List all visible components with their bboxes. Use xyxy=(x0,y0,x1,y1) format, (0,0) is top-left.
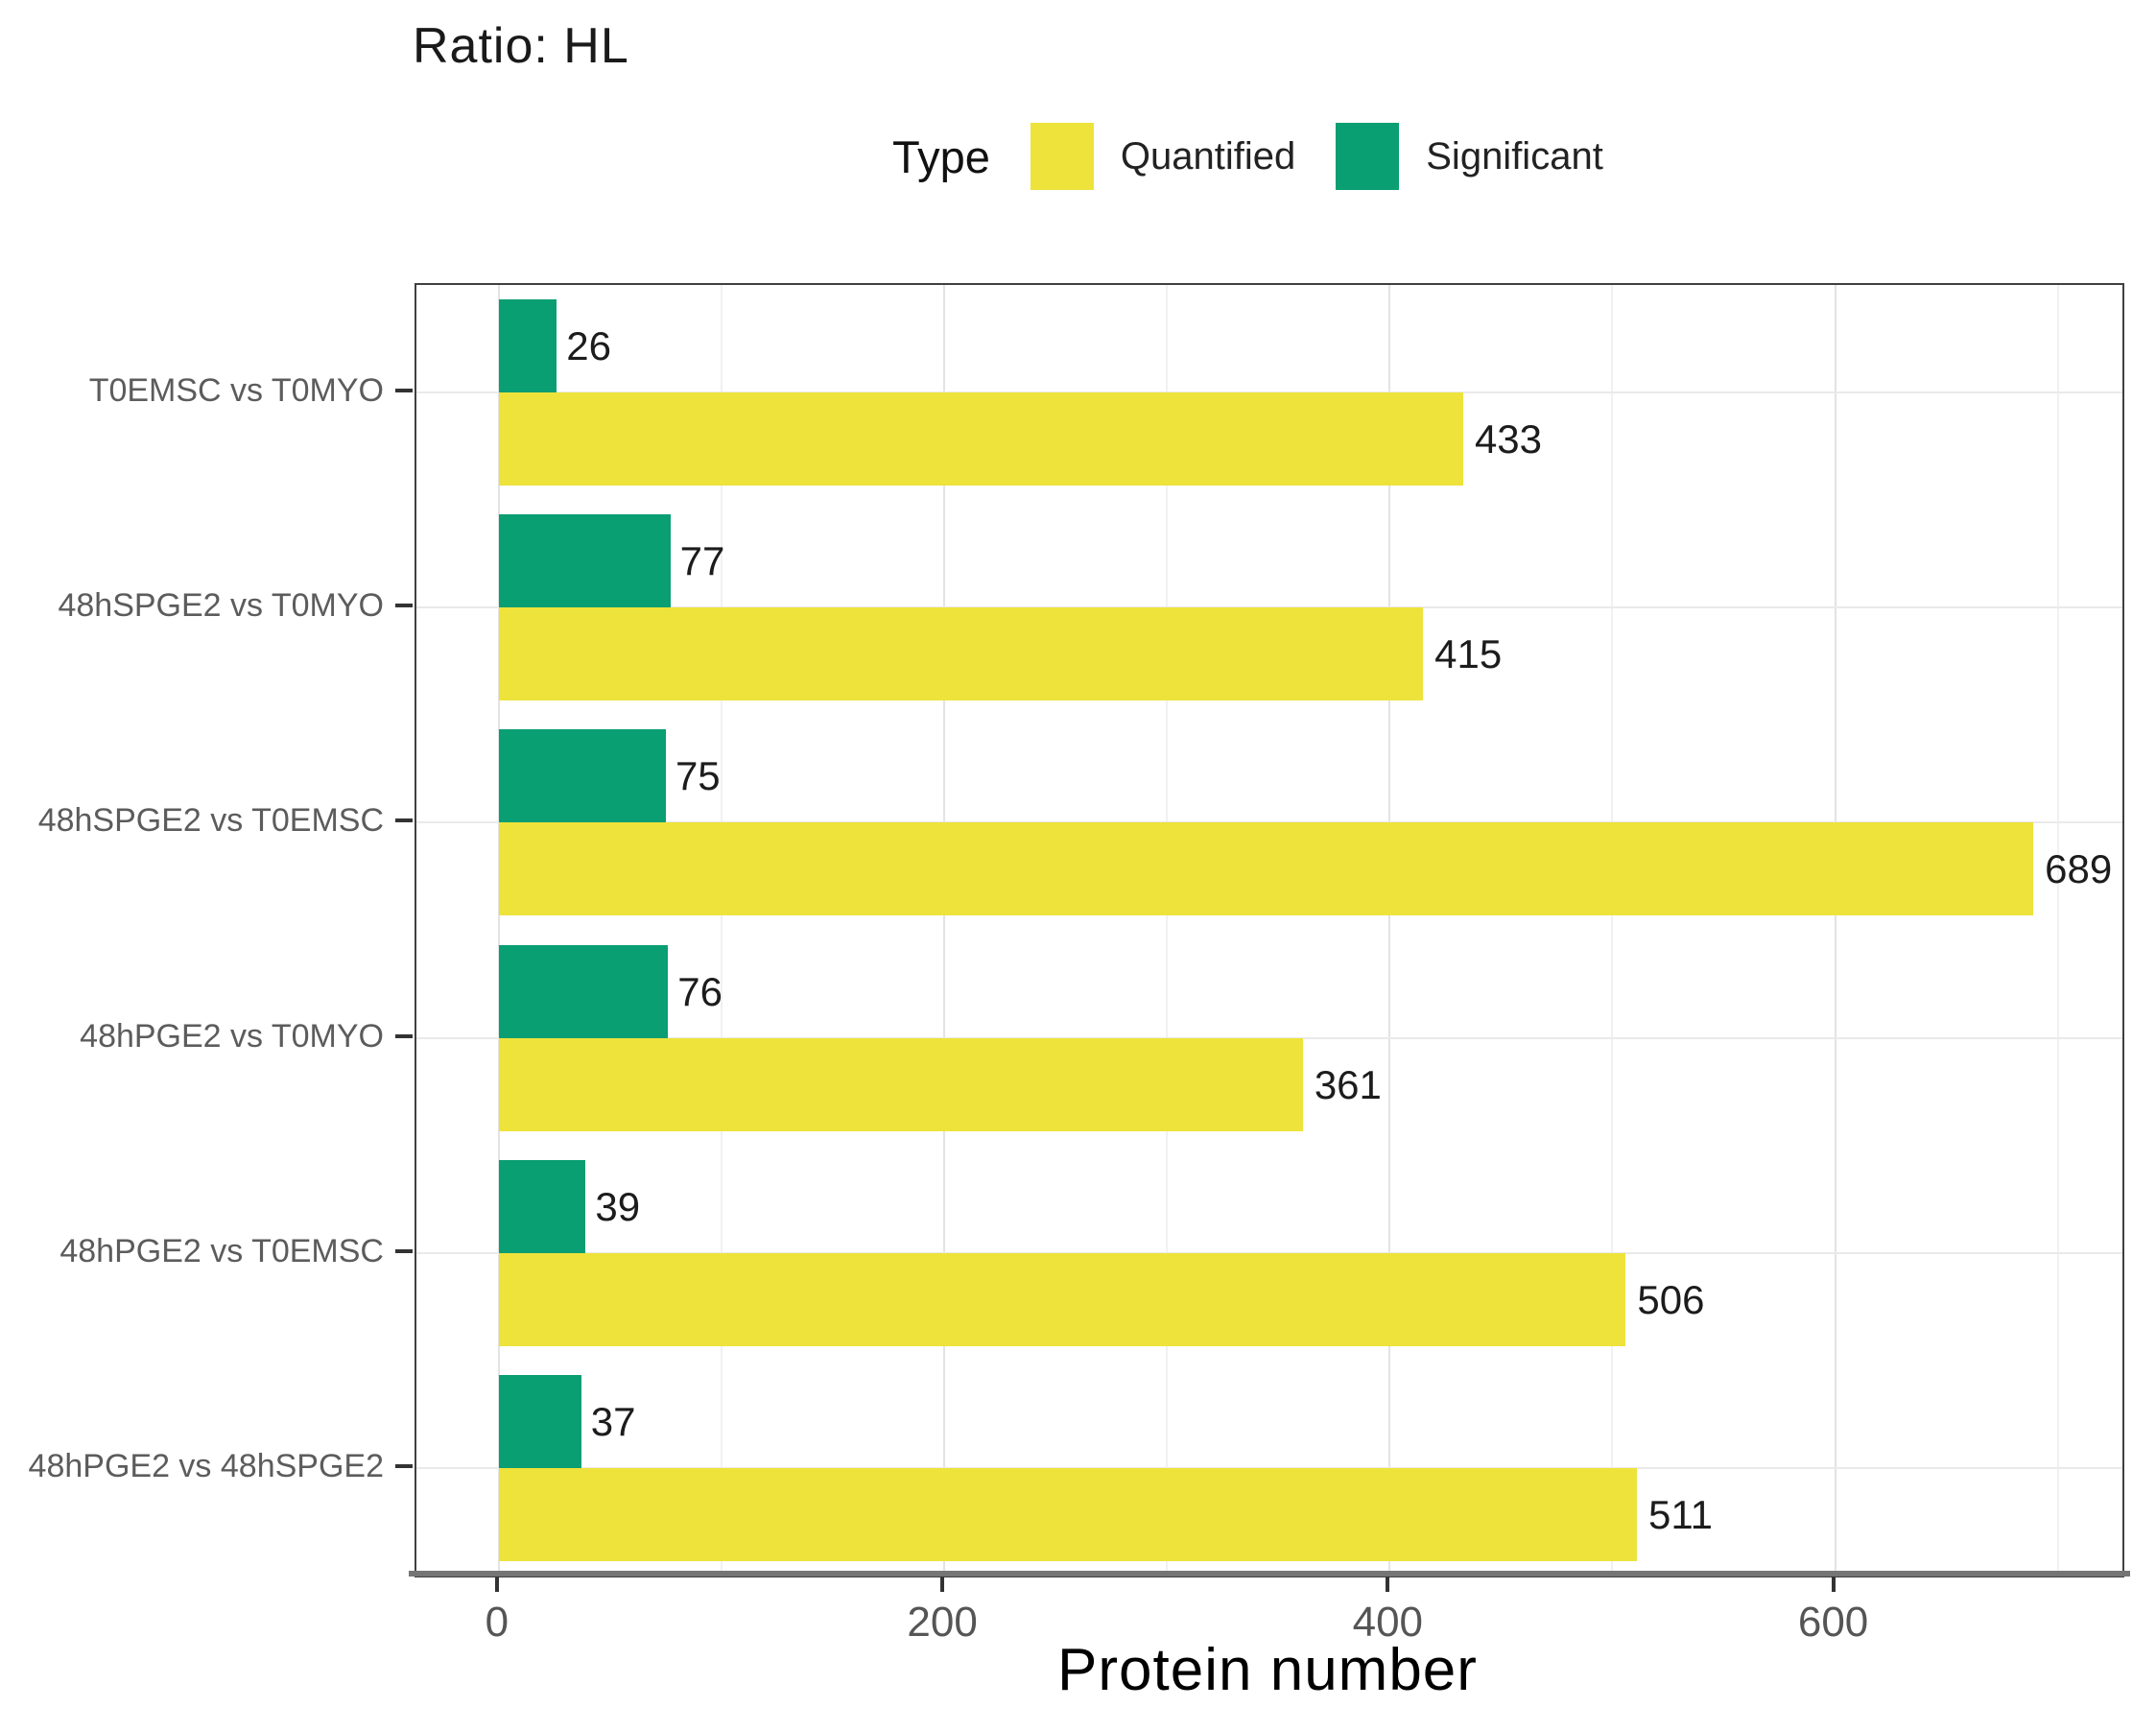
y-axis-label: 48hPGE2 vs T0MYO xyxy=(80,1017,384,1055)
x-axis-tick-label: 0 xyxy=(485,1599,509,1646)
chart-title: Ratio: HL xyxy=(413,18,629,74)
y-axis-tick xyxy=(395,389,413,393)
bar-quantified xyxy=(498,1252,1626,1346)
bar-value-label: 433 xyxy=(1474,416,1543,462)
legend: Type Quantified Significant xyxy=(892,123,1603,190)
legend-label-significant: Significant xyxy=(1426,134,1603,178)
bar-quantified xyxy=(498,607,1424,701)
bar-value-label: 689 xyxy=(2045,846,2113,892)
bar-value-label: 76 xyxy=(677,968,723,1014)
bar-quantified xyxy=(498,392,1463,486)
x-axis-line xyxy=(409,1571,2130,1577)
legend-label-quantified: Quantified xyxy=(1120,134,1296,178)
bar-value-label: 511 xyxy=(1647,1491,1713,1537)
gridline-major-x xyxy=(1388,285,1391,1576)
bar-significant xyxy=(498,299,557,393)
x-axis-tick-label: 400 xyxy=(1352,1599,1424,1646)
y-axis-tick xyxy=(395,604,413,608)
gridline-minor-x xyxy=(1611,285,1614,1576)
y-axis-tick xyxy=(395,818,413,823)
bar-significant xyxy=(498,514,671,608)
x-axis-title: Protein number xyxy=(1057,1637,1478,1703)
y-axis-tick xyxy=(395,1463,413,1468)
bar-value-label: 39 xyxy=(595,1183,641,1229)
bar-value-label: 37 xyxy=(590,1398,636,1444)
bar-significant xyxy=(498,729,666,823)
plot-panel: 26 433 77 415 75 689 76 361 39 506 37 511 xyxy=(415,283,2124,1577)
bar-quantified xyxy=(498,1037,1303,1131)
y-axis-label: 48hPGE2 vs 48hSPGE2 xyxy=(28,1447,384,1484)
gridline-major-x xyxy=(1834,285,1836,1576)
x-axis-tick xyxy=(494,1577,499,1592)
bar-quantified xyxy=(498,1467,1637,1561)
y-axis-label: 48hPGE2 vs T0EMSC xyxy=(59,1232,384,1269)
x-axis-tick xyxy=(1831,1577,1836,1592)
y-axis-label: 48hSPGE2 vs T0EMSC xyxy=(37,802,384,840)
legend-item-significant: Significant xyxy=(1336,123,1603,190)
gridline-major-x xyxy=(943,285,946,1576)
bar-value-label: 26 xyxy=(566,323,611,369)
y-axis-tick xyxy=(395,1248,413,1253)
gridline-minor-x xyxy=(1166,285,1169,1576)
bar-value-label: 415 xyxy=(1434,631,1503,677)
bar-value-label: 77 xyxy=(679,538,725,584)
bar-significant xyxy=(498,1159,586,1253)
legend-swatch-significant-icon xyxy=(1336,123,1400,190)
bar-significant xyxy=(498,1374,581,1468)
y-axis-label: 48hSPGE2 vs T0MYO xyxy=(58,587,384,625)
gridline-minor-x xyxy=(2056,285,2059,1576)
x-axis-tick-label: 200 xyxy=(907,1599,978,1646)
bar-significant xyxy=(498,944,669,1038)
gridline-major-x xyxy=(497,285,500,1576)
gridline-minor-x xyxy=(720,285,723,1576)
x-axis-tick-label: 600 xyxy=(1797,1599,1869,1646)
bar-value-label: 361 xyxy=(1314,1061,1382,1107)
bar-value-label: 75 xyxy=(675,753,721,799)
y-axis-tick xyxy=(395,1033,413,1038)
y-axis-label: T0EMSC vs T0MYO xyxy=(88,372,384,410)
x-axis-tick xyxy=(1386,1577,1390,1592)
legend-swatch-quantified-icon xyxy=(1030,123,1094,190)
legend-item-quantified: Quantified xyxy=(1030,123,1296,190)
bar-value-label: 506 xyxy=(1637,1276,1705,1322)
bar-quantified xyxy=(498,822,2034,916)
x-axis-tick xyxy=(940,1577,945,1592)
legend-title: Type xyxy=(892,130,990,182)
